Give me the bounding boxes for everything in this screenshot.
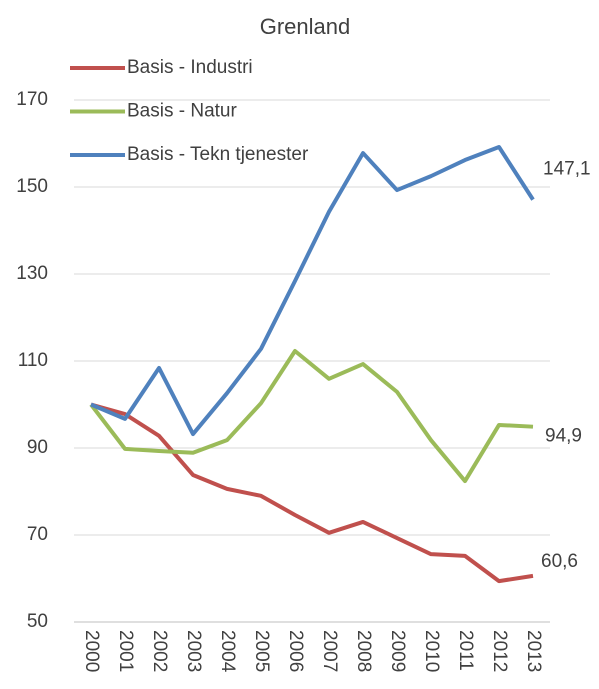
y-tick-label: 90 bbox=[27, 437, 48, 458]
x-tick-label: 2008 bbox=[353, 630, 374, 672]
series-line bbox=[89, 348, 534, 484]
series-line bbox=[90, 144, 535, 437]
x-tick-label: 2012 bbox=[489, 630, 510, 672]
y-tick-label: 170 bbox=[16, 89, 48, 110]
data-label: 147,1 bbox=[543, 159, 591, 180]
x-tick-label: 2007 bbox=[319, 630, 340, 672]
x-tick-label: 2010 bbox=[421, 630, 442, 672]
y-tick-label: 150 bbox=[16, 176, 48, 197]
y-tick-label: 50 bbox=[27, 611, 48, 632]
x-tick-label: 2001 bbox=[115, 630, 136, 672]
x-tick-label: 2002 bbox=[149, 630, 170, 672]
x-tick-label: 2004 bbox=[217, 630, 238, 673]
x-tick-label: 2003 bbox=[183, 630, 204, 672]
x-tick-label: 2009 bbox=[387, 630, 408, 672]
chart-title: Grenland bbox=[260, 14, 351, 39]
y-tick-label: 70 bbox=[27, 524, 48, 545]
x-tick-label: 2011 bbox=[455, 630, 476, 671]
x-tick-label: 2013 bbox=[523, 630, 544, 672]
legend-label: Basis - Natur bbox=[127, 101, 237, 122]
legend-label: Basis - Industri bbox=[127, 57, 253, 78]
x-tick-label: 2000 bbox=[81, 630, 102, 672]
y-tick-label: 110 bbox=[18, 350, 48, 371]
x-tick-label: 2006 bbox=[285, 630, 306, 672]
series-line bbox=[90, 402, 534, 584]
x-tick-label: 2005 bbox=[251, 630, 272, 672]
legend-label: Basis - Tekn tjenester bbox=[127, 144, 309, 165]
y-tick-label: 130 bbox=[16, 263, 48, 284]
data-label: 60,6 bbox=[541, 551, 578, 572]
data-label: 94,9 bbox=[545, 426, 582, 447]
